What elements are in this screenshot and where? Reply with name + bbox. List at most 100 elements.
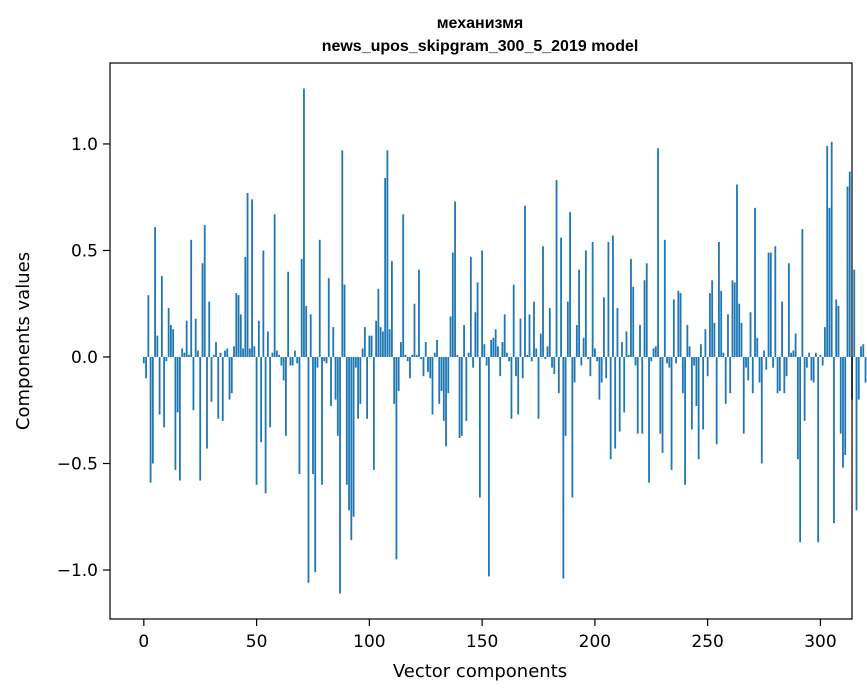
bar (208, 301, 211, 357)
bar (154, 227, 156, 357)
bar (584, 250, 587, 357)
bar (422, 356, 425, 377)
bar (348, 356, 350, 511)
bar (499, 356, 502, 377)
y-tick-label: 1.0 (71, 135, 98, 155)
bar (648, 356, 650, 483)
bar (438, 356, 441, 404)
bar (330, 356, 332, 406)
bar (361, 348, 364, 357)
bar (481, 250, 484, 357)
bar (575, 325, 578, 357)
bar (388, 329, 391, 357)
bar (442, 356, 445, 421)
bar (280, 356, 283, 366)
bar (289, 356, 292, 366)
bar (210, 356, 213, 402)
bar (548, 307, 551, 357)
bar (176, 356, 179, 413)
bar (736, 184, 738, 357)
bar (810, 356, 813, 381)
bar (409, 356, 411, 379)
bar (657, 148, 659, 357)
bar (379, 327, 382, 357)
bar (630, 258, 632, 357)
bar (587, 356, 590, 360)
bar (747, 356, 750, 381)
bar (677, 290, 680, 357)
bar (627, 354, 630, 357)
bar (799, 356, 802, 543)
bar (149, 356, 152, 483)
bar (754, 207, 756, 357)
bar (578, 269, 580, 357)
bar (397, 356, 400, 392)
bar (501, 342, 504, 357)
bar (772, 356, 774, 368)
bar (420, 356, 423, 360)
bar (237, 295, 240, 357)
bar (792, 350, 795, 357)
y-tick-label: 0.5 (71, 241, 98, 261)
bar (564, 356, 567, 436)
bar (350, 356, 353, 541)
bar (472, 356, 474, 368)
bar (156, 335, 159, 357)
bar (192, 356, 195, 411)
bar (244, 256, 247, 357)
bar (539, 333, 542, 357)
bar (294, 350, 296, 357)
bar (447, 356, 450, 394)
y-axis-label: Components values (13, 252, 34, 430)
bar (711, 280, 714, 357)
bar (535, 348, 538, 357)
bar (269, 356, 272, 428)
bar (404, 354, 407, 357)
bar (709, 293, 711, 357)
bar (670, 356, 673, 470)
bar (221, 356, 224, 421)
bar (571, 356, 574, 498)
bar (778, 356, 781, 392)
bar (285, 356, 287, 436)
bar (440, 356, 443, 392)
bar (309, 314, 312, 357)
bar (555, 180, 558, 357)
bar (325, 356, 328, 364)
bar (672, 299, 675, 357)
bar (681, 356, 684, 394)
bar (503, 314, 506, 357)
bar (740, 322, 743, 357)
bar (147, 295, 150, 357)
bar (582, 337, 585, 357)
bar (695, 356, 698, 406)
bar (828, 207, 831, 357)
bar (363, 327, 366, 357)
bar (666, 356, 668, 364)
bar (352, 356, 355, 517)
bar (783, 356, 786, 394)
bar (391, 261, 393, 357)
bar (368, 335, 371, 357)
y-tick-label: 0.0 (71, 348, 98, 368)
bar (334, 356, 337, 400)
bar (262, 250, 265, 357)
bar (720, 290, 723, 357)
bar (359, 356, 362, 404)
bar (557, 356, 560, 394)
x-tick-label: 150 (466, 632, 498, 652)
bar (445, 356, 447, 447)
bar (226, 348, 229, 357)
bar (634, 356, 637, 366)
bar (699, 344, 702, 357)
bar (451, 252, 454, 357)
bar (663, 239, 666, 357)
bar (354, 356, 357, 368)
bar (763, 350, 765, 357)
bar (765, 356, 768, 370)
bar (668, 356, 671, 368)
bar (165, 356, 168, 362)
bar (474, 312, 477, 357)
bar (257, 320, 260, 357)
